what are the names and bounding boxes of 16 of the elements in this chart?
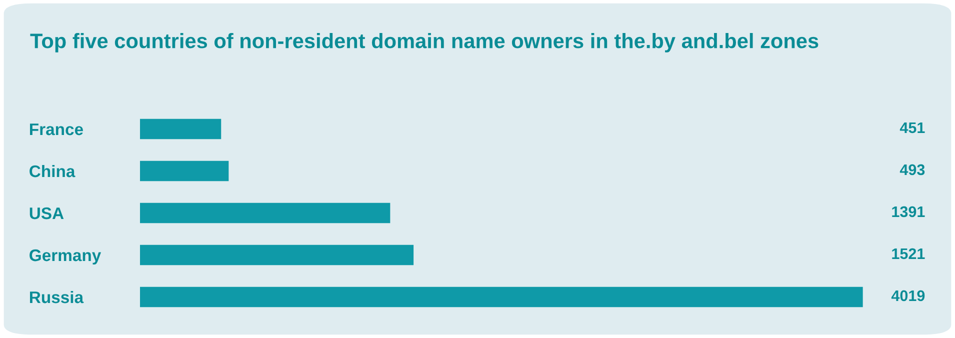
bar bbox=[140, 160, 229, 182]
y-tick-label: France bbox=[30, 124, 83, 136]
y-tick-label: USA bbox=[30, 207, 64, 220]
chart-title: Top five countries of non-resident domain name owners in the.by and.bel zones bbox=[30, 33, 818, 52]
bar bbox=[140, 118, 222, 140]
bar bbox=[140, 286, 863, 308]
bar bbox=[140, 202, 390, 224]
data-label: 451 bbox=[900, 122, 925, 134]
bar bbox=[140, 244, 414, 266]
y-tick-label: China bbox=[30, 164, 76, 178]
data-label: 1521 bbox=[892, 248, 925, 260]
y-tick-label: Germany bbox=[30, 249, 102, 264]
y-tick-label: Russia bbox=[30, 290, 84, 304]
data-label: 4019 bbox=[891, 290, 925, 302]
data-label: 493 bbox=[900, 164, 925, 176]
data-label: 1391 bbox=[892, 206, 925, 218]
